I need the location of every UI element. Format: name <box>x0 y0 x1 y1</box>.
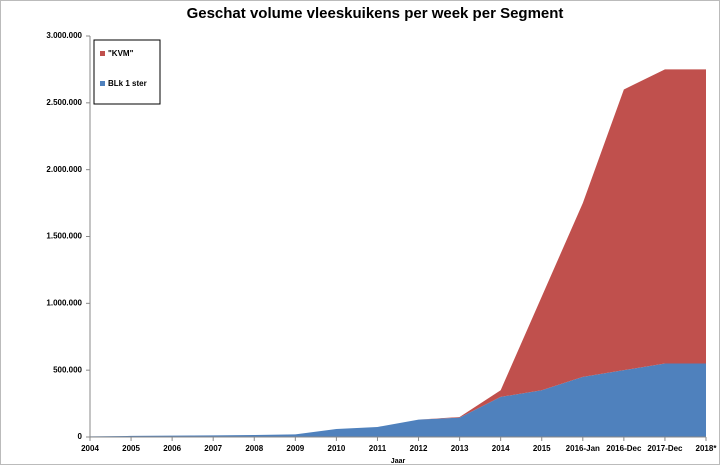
x-tick-label: 2015 <box>533 444 551 453</box>
y-tick-label: 1.000.000 <box>46 298 82 307</box>
y-tick-label: 3.000.000 <box>46 31 82 40</box>
x-tick-label: 2014 <box>492 444 510 453</box>
y-tick-label: 500.000 <box>53 365 82 374</box>
area <box>90 363 706 437</box>
x-tick-label: 2013 <box>451 444 469 453</box>
x-tick-label: 2018* <box>696 444 718 453</box>
area <box>90 69 706 437</box>
x-tick-label: 2016-Dec <box>606 444 642 453</box>
y-tick-label: 1.500.000 <box>46 232 82 241</box>
legend-label: BLk 1 ster <box>108 79 147 88</box>
x-tick-label: 2008 <box>245 444 263 453</box>
y-tick-label: 2.500.000 <box>46 98 82 107</box>
x-tick-label: 2004 <box>81 444 99 453</box>
legend-label: "KVM" <box>108 49 134 58</box>
legend-box <box>93 39 161 105</box>
legend-swatch <box>100 51 105 56</box>
x-tick-label: 2016-Jan <box>566 444 600 453</box>
y-tick-label: 0 <box>78 432 83 441</box>
x-tick-label: 2010 <box>328 444 346 453</box>
x-tick-label: 2005 <box>122 444 140 453</box>
x-tick-label: 2007 <box>204 444 222 453</box>
legend-swatch <box>100 81 105 86</box>
x-tick-label: 2012 <box>410 444 428 453</box>
x-axis-label: Jaar <box>391 458 406 465</box>
x-tick-label: 2011 <box>369 444 387 453</box>
x-tick-label: 2006 <box>163 444 181 453</box>
chart-title: Geschat volume vleeskuikens per week per… <box>187 5 564 22</box>
y-tick-label: 2.000.000 <box>46 165 82 174</box>
x-tick-label: 2017-Dec <box>647 444 683 453</box>
x-tick-label: 2009 <box>286 444 304 453</box>
